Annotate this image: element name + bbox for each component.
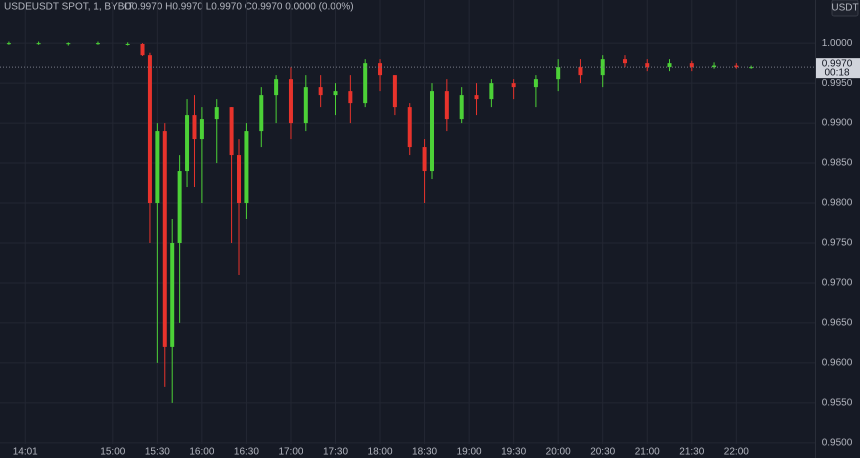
candle-body: [689, 63, 694, 68]
x-tick-label: 19:00: [457, 447, 482, 458]
candle-body: [600, 59, 605, 76]
symbol-title: USDEUSDT SPOT, 1, BYBIT: [4, 2, 133, 13]
last-price-label: 0.9970: [822, 58, 853, 69]
x-tick-label: 15:00: [100, 447, 125, 458]
x-tick-label: 17:00: [278, 447, 303, 458]
candle-body: [155, 131, 160, 204]
candle-body: [199, 119, 204, 140]
candle-body: [712, 65, 717, 68]
x-tick-label: 22:00: [724, 447, 749, 458]
candle-body: [192, 115, 197, 140]
candle-body: [95, 43, 100, 45]
candle-body: [177, 171, 182, 243]
x-tick-label: 19:30: [501, 447, 526, 458]
plot: [0, 0, 815, 444]
candle-body: [147, 55, 152, 204]
candle-body: [378, 63, 383, 76]
x-tick-label: 16:30: [234, 447, 259, 458]
candle-body: [214, 107, 219, 120]
y-tick-label: 0.9550: [822, 397, 853, 408]
currency-box[interactable]: [831, 0, 859, 17]
y-tick-label: 0.9850: [822, 158, 853, 169]
x-tick-label: 18:00: [368, 447, 393, 458]
y-tick-label: 0.9500: [822, 437, 853, 448]
countdown-label: 00:18: [824, 67, 849, 78]
candle-body: [511, 83, 516, 88]
candle-body: [229, 107, 234, 156]
candle-body: [333, 91, 338, 96]
x-tick-label: 17:30: [323, 447, 348, 458]
last-price-box: [816, 58, 860, 79]
x-tick-label: 21:00: [635, 447, 660, 458]
y-tick-label: 0.9800: [822, 198, 853, 209]
x-tick-label: 20:00: [546, 447, 571, 458]
candle-body: [429, 91, 434, 172]
candle-body: [6, 43, 11, 45]
candle-body: [288, 79, 293, 124]
currency-label[interactable]: USDT: [831, 3, 858, 14]
x-tick-label: 16:00: [189, 447, 214, 458]
candle-body: [185, 115, 190, 172]
candle-body: [363, 63, 368, 104]
candle-body: [237, 155, 242, 204]
candle-body: [645, 63, 650, 68]
candle-body: [274, 79, 279, 96]
candle-body: [140, 43, 145, 56]
candle-body: [749, 67, 754, 69]
candle-body: [489, 83, 494, 100]
candle-body: [125, 43, 130, 45]
candle-body: [459, 95, 464, 120]
y-tick-label: 1.0000: [822, 38, 853, 49]
candle-body: [422, 147, 427, 172]
y-tick-label: 0.9600: [822, 358, 853, 369]
y-tick-label: 0.9900: [822, 118, 853, 129]
candle-body: [392, 75, 397, 108]
candle-body: [407, 107, 412, 148]
y-tick-label: 0.9700: [822, 278, 853, 289]
x-tick-label: 15:30: [145, 447, 170, 458]
candle-body: [36, 43, 41, 45]
ohlc-readout: O0.9970 H0.9970 L0.9970 C0.9970 0.0000 (…: [124, 2, 354, 13]
candle-body: [734, 65, 739, 68]
candle-body: [303, 87, 308, 124]
x-tick-label: 20:30: [590, 447, 615, 458]
candle-body: [667, 63, 672, 68]
y-tick-label: 0.9750: [822, 238, 853, 249]
candle-body: [170, 242, 175, 347]
candle-body: [259, 95, 264, 132]
candle-body: [622, 59, 627, 64]
candle-body: [578, 67, 583, 76]
candle-body: [244, 131, 249, 204]
candle-body: [162, 131, 167, 347]
x-tick-label: 21:30: [679, 447, 704, 458]
x-tick-label: 18:30: [412, 447, 437, 458]
candle-body: [533, 79, 538, 88]
y-tick-label: 0.9950: [822, 78, 853, 89]
candle-body: [66, 43, 71, 45]
candle-body: [474, 95, 479, 100]
x-tick-label: 14:01: [13, 447, 38, 458]
candle-body: [318, 87, 323, 96]
candle-body: [556, 67, 561, 80]
candle-body: [444, 91, 449, 120]
candle-body: [348, 91, 353, 104]
y-tick-label: 0.9650: [822, 318, 853, 329]
